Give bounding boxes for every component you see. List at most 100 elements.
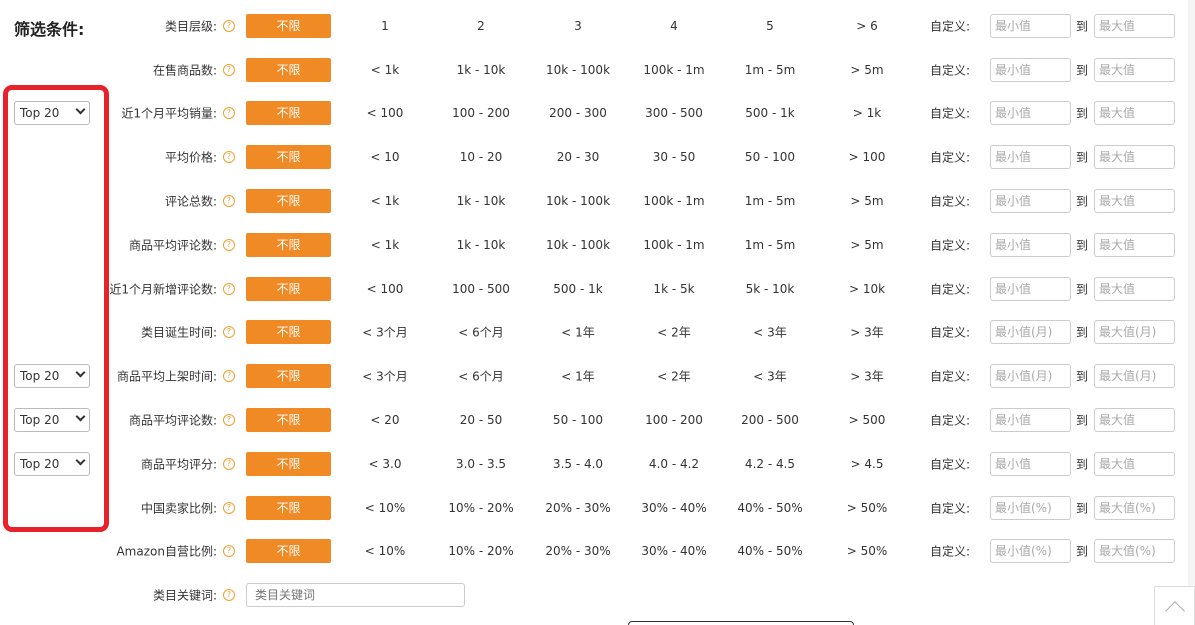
range-option[interactable]: > 10k	[848, 281, 886, 296]
any-button[interactable]: 不限	[246, 320, 331, 345]
range-option[interactable]: < 100	[366, 106, 404, 121]
help-icon[interactable]: ?	[223, 457, 235, 470]
max-value-input[interactable]	[1094, 495, 1175, 520]
help-icon[interactable]: ?	[223, 501, 235, 514]
range-option[interactable]: > 1k	[852, 106, 882, 121]
min-value-input[interactable]	[990, 364, 1071, 389]
range-option[interactable]: 30 - 50	[652, 150, 696, 165]
range-option[interactable]: < 2年	[657, 369, 691, 384]
max-value-input[interactable]	[1094, 101, 1175, 126]
help-icon[interactable]: ?	[223, 238, 235, 251]
min-value-input[interactable]	[990, 101, 1071, 126]
range-option[interactable]: 10% - 20%	[448, 500, 514, 515]
range-option[interactable]: < 3年	[753, 369, 787, 384]
top-n-select[interactable]: Top 20	[14, 408, 90, 433]
max-value-input[interactable]	[1094, 539, 1175, 564]
any-button[interactable]: 不限	[246, 364, 331, 389]
range-option[interactable]: 20 - 30	[556, 150, 600, 165]
min-value-input[interactable]	[990, 145, 1071, 170]
range-option[interactable]: 10k - 100k	[545, 62, 611, 77]
max-value-input[interactable]	[1094, 276, 1175, 301]
range-option[interactable]: < 3个月	[362, 325, 408, 340]
range-option[interactable]: 100k - 1m	[643, 194, 705, 209]
min-value-input[interactable]	[990, 57, 1071, 82]
help-icon[interactable]: ?	[223, 589, 235, 602]
range-option[interactable]: 1	[381, 18, 389, 33]
max-value-input[interactable]	[1094, 57, 1175, 82]
range-option[interactable]: < 10%	[364, 500, 406, 515]
min-value-input[interactable]	[990, 539, 1071, 564]
min-value-input[interactable]	[990, 13, 1071, 38]
range-option[interactable]: 1m - 5m	[744, 62, 796, 77]
min-value-input[interactable]	[990, 320, 1071, 345]
top-n-select[interactable]: Top 20	[14, 364, 90, 389]
min-value-input[interactable]	[990, 495, 1071, 520]
range-option[interactable]: < 1k	[370, 237, 400, 252]
range-option[interactable]: > 5m	[850, 237, 884, 252]
range-option[interactable]: 40% - 50%	[737, 500, 803, 515]
range-option[interactable]: 200 - 300	[549, 106, 607, 121]
scrollbar-track[interactable]	[1188, 0, 1195, 586]
range-option[interactable]: > 500	[848, 413, 886, 428]
max-value-input[interactable]	[1094, 320, 1175, 345]
range-option[interactable]: > 100	[848, 150, 886, 165]
range-option[interactable]: 500 - 1k	[553, 281, 603, 296]
range-option[interactable]: 50 - 100	[552, 413, 604, 428]
range-option[interactable]: > 3年	[850, 325, 884, 340]
any-button[interactable]: 不限	[246, 539, 331, 564]
range-option[interactable]: < 6个月	[458, 325, 504, 340]
range-option[interactable]: 1k - 5k	[653, 281, 695, 296]
range-option[interactable]: 10k - 100k	[545, 194, 611, 209]
range-option[interactable]: 40% - 50%	[737, 544, 803, 559]
range-option[interactable]: < 100	[366, 281, 404, 296]
help-icon[interactable]: ?	[223, 63, 235, 76]
min-value-input[interactable]	[990, 276, 1071, 301]
range-option[interactable]: < 6个月	[458, 369, 504, 384]
range-option[interactable]: < 20	[370, 413, 400, 428]
range-option[interactable]: > 50%	[846, 500, 888, 515]
range-option[interactable]: 30% - 40%	[641, 544, 707, 559]
range-option[interactable]: > 6	[856, 18, 878, 33]
max-value-input[interactable]	[1094, 232, 1175, 257]
top-n-select[interactable]: Top 20	[14, 451, 90, 476]
range-option[interactable]: 2	[477, 18, 485, 33]
range-option[interactable]: > 5m	[850, 194, 884, 209]
help-icon[interactable]: ?	[223, 370, 235, 383]
any-button[interactable]: 不限	[246, 232, 331, 257]
range-option[interactable]: 5	[766, 18, 774, 33]
range-option[interactable]: 1m - 5m	[744, 237, 796, 252]
range-option[interactable]: 1k - 10k	[456, 237, 506, 252]
range-option[interactable]: > 50%	[846, 544, 888, 559]
range-option[interactable]: < 3个月	[362, 369, 408, 384]
range-option[interactable]: 20% - 30%	[545, 544, 611, 559]
range-option[interactable]: 30% - 40%	[641, 500, 707, 515]
range-option[interactable]: 100k - 1m	[643, 237, 705, 252]
help-icon[interactable]: ?	[223, 326, 235, 339]
help-icon[interactable]: ?	[223, 151, 235, 164]
help-icon[interactable]: ?	[223, 414, 235, 427]
min-value-input[interactable]	[990, 451, 1071, 476]
range-option[interactable]: < 3.0	[368, 456, 402, 471]
max-value-input[interactable]	[1094, 364, 1175, 389]
range-option[interactable]: > 4.5	[850, 456, 884, 471]
any-button[interactable]: 不限	[246, 495, 331, 520]
max-value-input[interactable]	[1094, 13, 1175, 38]
range-option[interactable]: 1k - 10k	[456, 194, 506, 209]
range-option[interactable]: < 2年	[657, 325, 691, 340]
range-option[interactable]: < 1年	[561, 325, 595, 340]
max-value-input[interactable]	[1094, 451, 1175, 476]
range-option[interactable]: 1m - 5m	[744, 194, 796, 209]
range-option[interactable]: 50 - 100	[744, 150, 796, 165]
range-option[interactable]: 200 - 500	[741, 413, 799, 428]
any-button[interactable]: 不限	[246, 408, 331, 433]
min-value-input[interactable]	[990, 408, 1071, 433]
range-option[interactable]: 100 - 200	[645, 413, 703, 428]
any-button[interactable]: 不限	[246, 189, 331, 214]
range-option[interactable]: 20% - 30%	[545, 500, 611, 515]
help-icon[interactable]: ?	[223, 195, 235, 208]
range-option[interactable]: 3	[574, 18, 582, 33]
any-button[interactable]: 不限	[246, 145, 331, 170]
min-value-input[interactable]	[990, 189, 1071, 214]
range-option[interactable]: < 3年	[753, 325, 787, 340]
any-button[interactable]: 不限	[246, 13, 331, 38]
